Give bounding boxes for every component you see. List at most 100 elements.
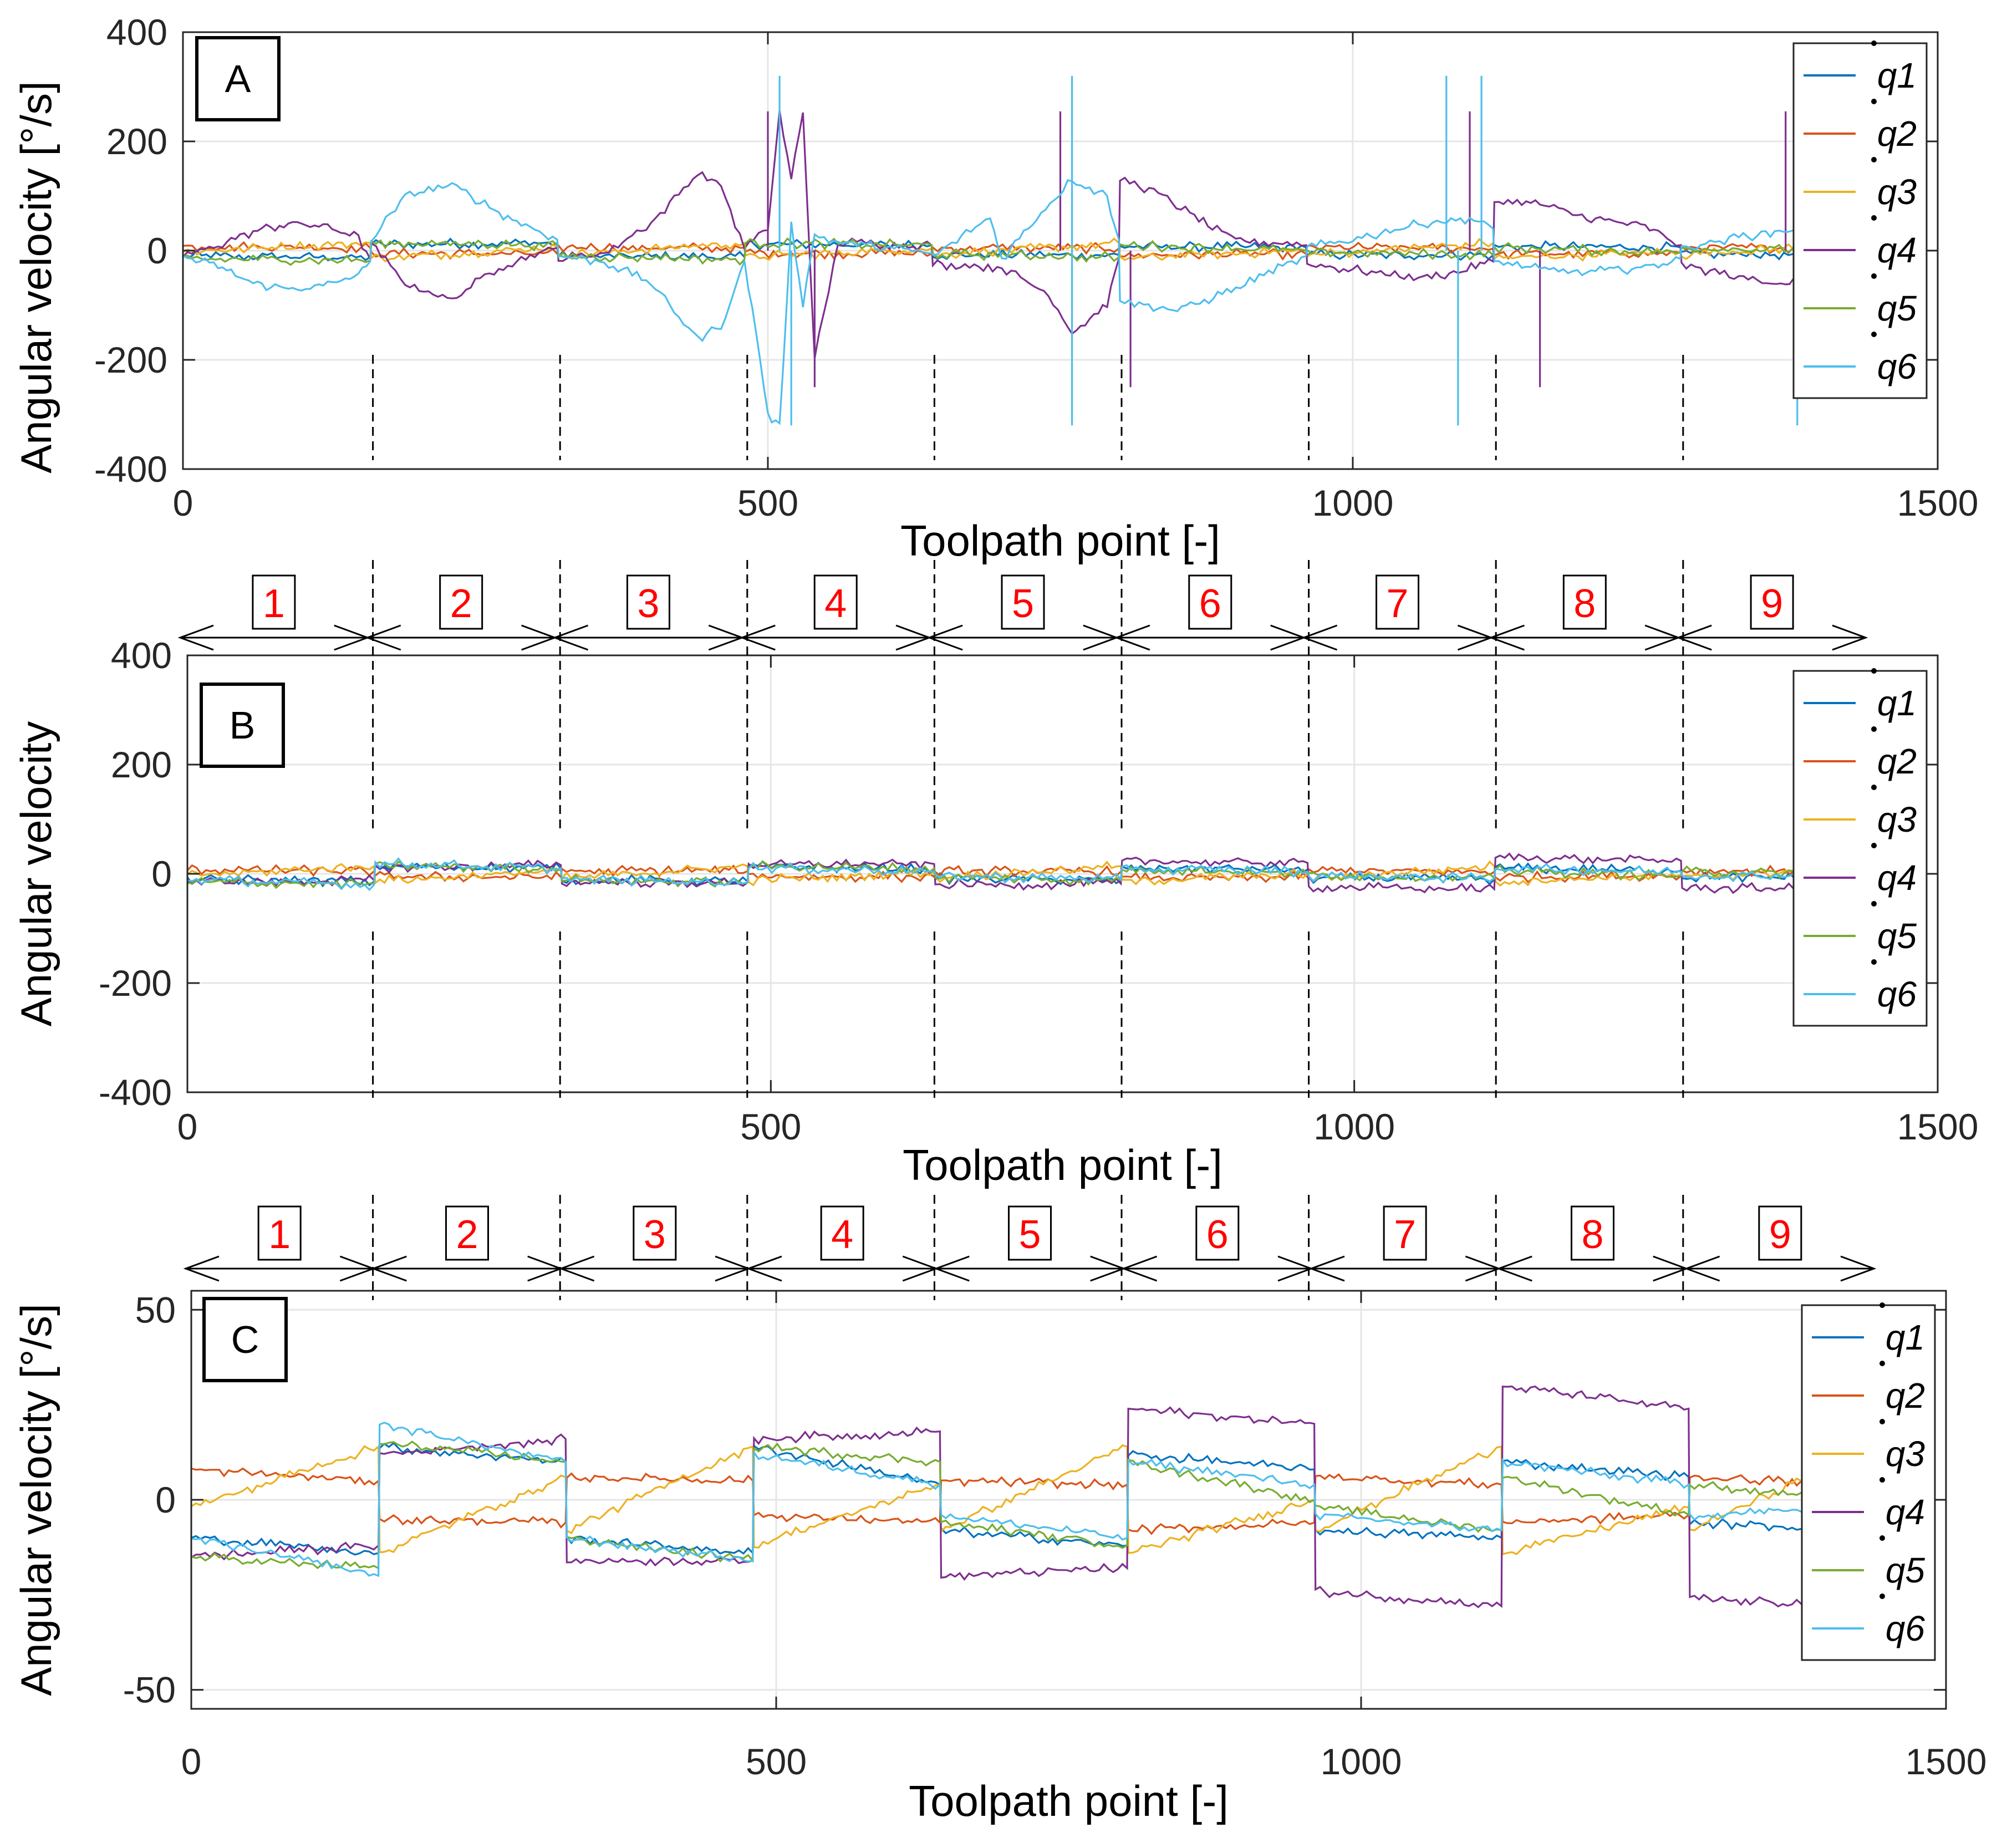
legend-dot-q6 xyxy=(1871,959,1877,965)
segment-label-box xyxy=(1001,574,1045,630)
legend-dot-q3 xyxy=(1871,157,1877,162)
segment-row-2: 1 2 3 4 5 6 7 8 9 xyxy=(183,1205,1877,1282)
segment-label: 7 xyxy=(1394,1213,1416,1257)
panel-label: C xyxy=(231,1318,259,1361)
y-tick-label: -400 xyxy=(94,449,167,490)
segment-label: 8 xyxy=(1581,1213,1603,1257)
segment-label-box xyxy=(633,1205,677,1261)
legend-dot-q5 xyxy=(1871,273,1877,279)
segment-label: 2 xyxy=(450,582,472,626)
segment-label: 5 xyxy=(1012,582,1034,626)
segment-label: 3 xyxy=(644,1213,666,1257)
segment-label-box xyxy=(1188,574,1232,630)
segment-label-box xyxy=(1376,574,1420,630)
segment-arrowhead-left xyxy=(1121,1255,1158,1282)
legend-box xyxy=(1792,670,1928,1027)
segment-label: 4 xyxy=(831,1213,853,1257)
legend-box xyxy=(1792,42,1928,399)
series-group xyxy=(187,852,1868,894)
segment-label-box xyxy=(1758,1205,1802,1261)
segment-arrowhead-right xyxy=(1832,624,1868,651)
y-tick-label: 50 xyxy=(135,1289,176,1330)
legend-dot-q3 xyxy=(1879,1419,1885,1424)
segment-label-box xyxy=(1008,1205,1052,1261)
x-axis-label: Toolpath point [-] xyxy=(900,516,1220,565)
x-tick-label: 1500 xyxy=(1897,482,1979,523)
series-group xyxy=(183,75,1868,426)
segment-arrowhead-left xyxy=(739,624,776,651)
segment-label: 6 xyxy=(1206,1213,1229,1257)
segment-arrowhead-left xyxy=(365,624,401,651)
legend-label-q3: q3 xyxy=(1886,1434,1925,1474)
y-tick-label: 0 xyxy=(147,230,167,271)
segment-label-box xyxy=(439,574,483,630)
series-line-q6 xyxy=(183,179,1868,425)
legend-label-q1: q1 xyxy=(1877,55,1917,95)
segment-label-box xyxy=(1562,574,1607,630)
segment-label-box xyxy=(626,574,670,630)
segment-arrowhead-left xyxy=(1489,624,1525,651)
y-tick-label: -200 xyxy=(94,339,167,380)
legend-dot-q4 xyxy=(1879,1477,1885,1483)
legend: q1 q2 q3 q4 q5 q6 xyxy=(1801,1302,1936,1661)
segment-label-box xyxy=(1571,1205,1614,1261)
segment-label-box xyxy=(252,574,296,630)
segment-label: 4 xyxy=(824,582,847,626)
x-tick-label: 0 xyxy=(173,482,193,523)
legend-label-q4: q4 xyxy=(1886,1492,1925,1532)
segment-arrowhead-left xyxy=(1684,1255,1720,1282)
legend-label-q6: q6 xyxy=(1877,974,1917,1014)
segment-arrowhead-left xyxy=(558,1255,595,1282)
segment-arrowhead-left xyxy=(1496,1255,1532,1282)
y-tick-label: 0 xyxy=(155,1479,176,1520)
panel-label: A xyxy=(225,57,251,100)
segment-label: 6 xyxy=(1199,582,1221,626)
segment-arrowhead-left xyxy=(1308,1255,1345,1282)
segment-label: 1 xyxy=(268,1213,291,1257)
segment-label: 3 xyxy=(637,582,659,626)
legend-label-q5: q5 xyxy=(1886,1550,1925,1590)
chart-panel-B: 0 500 1000 1500 -400 -200 0 200 400 Toolpath poin… xyxy=(12,635,1978,1189)
series-line-q4 xyxy=(183,110,1868,359)
x-tick-label: 1000 xyxy=(1312,482,1394,523)
series-line-q3 xyxy=(183,237,1868,263)
panel-label-box xyxy=(195,36,281,121)
y-axis-label: Angular velocity [°/s] xyxy=(12,81,60,473)
segment-arrowhead-left xyxy=(1301,624,1338,651)
legend-dot-q2 xyxy=(1871,726,1877,732)
legend-dot-q3 xyxy=(1871,785,1877,790)
x-tick-label: 500 xyxy=(737,482,798,523)
segment-arrowhead-left xyxy=(926,624,963,651)
x-tick-label: 1500 xyxy=(1906,1741,1987,1782)
x-tick-label: 500 xyxy=(740,1106,801,1147)
legend-label-q6: q6 xyxy=(1877,347,1917,386)
legend-dot-q6 xyxy=(1879,1594,1885,1599)
legend-label-q1: q1 xyxy=(1877,683,1917,723)
series-line-q3 xyxy=(187,860,1868,887)
y-tick-label: -400 xyxy=(99,1072,172,1113)
segment-label-box xyxy=(257,1205,302,1261)
x-tick-label: 1000 xyxy=(1321,1741,1402,1782)
y-tick-label: 400 xyxy=(111,635,172,676)
legend-dot-q1 xyxy=(1879,1302,1885,1308)
x-tick-label: 500 xyxy=(746,1741,807,1782)
legend-dot-q4 xyxy=(1871,843,1877,848)
series-line-q4 xyxy=(191,1385,1877,1609)
segment-label: 2 xyxy=(456,1213,478,1257)
segment-label: 9 xyxy=(1769,1213,1791,1257)
segment-label: 1 xyxy=(263,582,285,626)
legend-box xyxy=(1801,1304,1936,1661)
segment-arrowhead-left xyxy=(746,1255,782,1282)
legend-dot-q1 xyxy=(1871,40,1877,46)
series-line-q3 xyxy=(191,1444,1877,1556)
panel-label: B xyxy=(230,704,256,747)
legend-label-q4: q4 xyxy=(1877,858,1917,898)
segment-label-box xyxy=(1195,1205,1240,1261)
legend-label-q5: q5 xyxy=(1877,288,1917,328)
segment-arrowhead-left xyxy=(177,624,214,651)
segment-arrowhead-left xyxy=(1114,624,1150,651)
legend-label-q2: q2 xyxy=(1877,114,1917,154)
series-group xyxy=(191,1385,1877,1609)
